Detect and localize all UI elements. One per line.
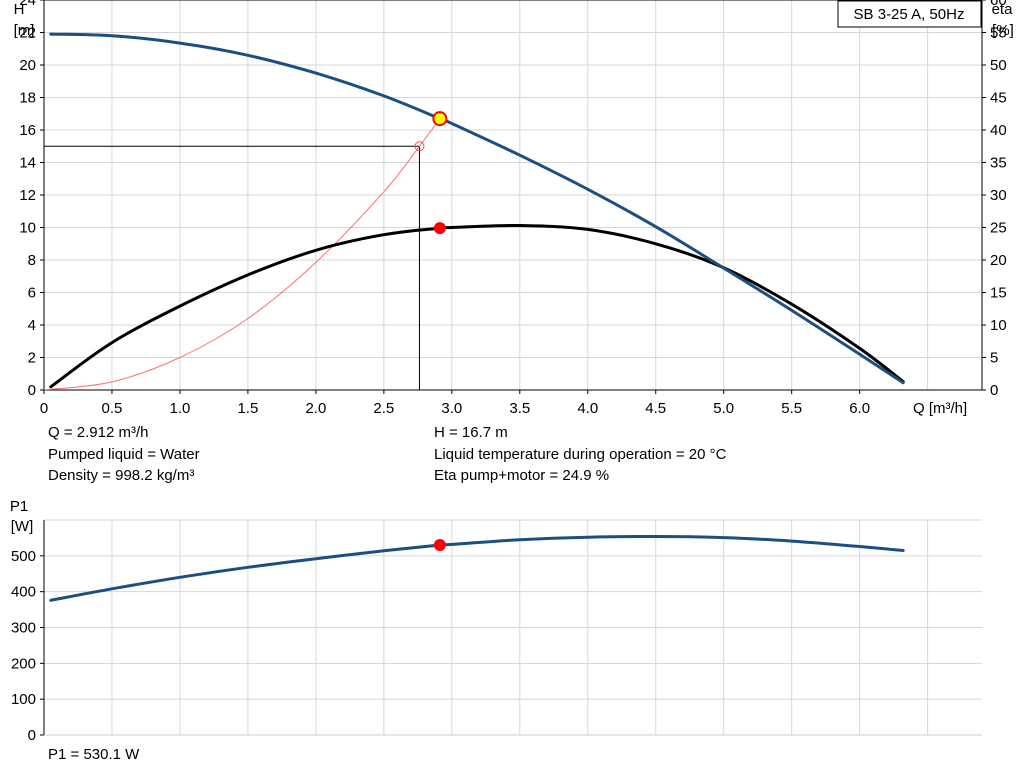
y2-axis-label-line1: eta: [992, 1, 1014, 18]
info-q: Q = 2.912 m³/h: [48, 424, 149, 441]
top-series: [44, 32, 905, 390]
p1-tick-label: 100: [11, 691, 36, 708]
eta-curve-line: [49, 223, 905, 389]
x-tick-label: 5.5: [781, 400, 802, 417]
bottom-series: [49, 534, 905, 602]
bottom-grid: [43, 519, 982, 736]
y2-tick-label: 40: [990, 122, 1007, 139]
info-temperature: Liquid temperature during operation = 20…: [434, 446, 727, 463]
y-tick-label: 22: [19, 25, 36, 42]
y-tick-label: 0: [28, 382, 36, 399]
y2-tick-label: 55: [990, 25, 1007, 42]
y2-tick-label: 25: [990, 220, 1007, 237]
guide-lines: [44, 145, 420, 390]
top-tick-labels: 0246810121416182022240510152025303540455…: [19, 0, 1007, 417]
y-tick-label: 6: [28, 285, 36, 302]
head-duty-point: [432, 111, 448, 127]
p1-tick-label: 500: [11, 548, 36, 565]
chart-title: SB 3-25 A, 50Hz: [854, 6, 965, 23]
y-tick-label: 18: [19, 90, 36, 107]
y2-tick-label: 45: [990, 90, 1007, 107]
x-tick-label: 2.5: [373, 400, 394, 417]
y-tick-label: 12: [19, 187, 36, 204]
info-h: H = 16.7 m: [434, 424, 508, 441]
y2-tick-label: 10: [990, 317, 1007, 334]
system-curve-line: [44, 118, 441, 390]
y-tick-label: 20: [19, 57, 36, 74]
info-p1: P1 = 530.1 W: [48, 746, 140, 763]
bottom-markers: [433, 539, 446, 552]
p1-axis-label-line1: P1: [10, 498, 28, 515]
x-axis-label: Q [m³/h]: [913, 400, 967, 417]
x-tick-label: 4.0: [577, 400, 598, 417]
y2-tick-label: 20: [990, 252, 1007, 269]
top-grid: [43, 0, 982, 391]
y-tick-label: 14: [19, 155, 36, 172]
x-tick-label: 1.0: [170, 400, 191, 417]
x-tick-label: 0.5: [102, 400, 123, 417]
y-tick-label: 24: [19, 0, 36, 9]
x-tick-label: 4.5: [645, 400, 666, 417]
p1-tick-label: 400: [11, 584, 36, 601]
y2-tick-label: 50: [990, 57, 1007, 74]
guide-point-marker: [414, 141, 425, 152]
x-tick-label: 3.0: [441, 400, 462, 417]
top-markers: [414, 111, 448, 235]
y-axis-label-line2: [m]: [14, 22, 35, 39]
x-tick-label: 1.5: [237, 400, 258, 417]
p1-tick-label: 200: [11, 655, 36, 672]
info-liquid: Pumped liquid = Water: [48, 446, 200, 463]
info-density: Density = 998.2 kg/m³: [48, 467, 195, 484]
title-box: [837, 0, 982, 28]
p1-tick-label: 0: [28, 727, 36, 744]
x-tick-label: 0: [40, 400, 48, 417]
y-axis-label-line1: H: [14, 1, 25, 18]
y2-axis-label-line2: [%]: [992, 22, 1014, 39]
eta-duty-point: [433, 222, 446, 235]
x-tick-label: 2.0: [305, 400, 326, 417]
head-curve-line: [49, 32, 905, 385]
p1-axis-label-line2: [W]: [11, 518, 34, 535]
y2-tick-label: 35: [990, 155, 1007, 172]
y2-tick-label: 15: [990, 285, 1007, 302]
y-tick-label: 2: [28, 350, 36, 367]
x-tick-label: 5.0: [713, 400, 734, 417]
y-tick-label: 4: [28, 317, 36, 334]
y2-tick-label: 30: [990, 187, 1007, 204]
info-eta: Eta pump+motor = 24.9 %: [434, 467, 610, 484]
p1-curve-line: [49, 534, 905, 602]
y-tick-label: 16: [19, 122, 36, 139]
y2-tick-label: 0: [990, 382, 998, 399]
y2-tick-label: 60: [990, 0, 1007, 9]
y-tick-label: 8: [28, 252, 36, 269]
p1-duty-point: [433, 539, 446, 552]
bottom-tick-labels: 0 100 200 300 400 500: [11, 548, 44, 744]
y-tick-label: 10: [19, 220, 36, 237]
p1-tick-label: 300: [11, 620, 36, 637]
y2-tick-label: 5: [990, 350, 998, 367]
x-tick-label: 6.0: [849, 400, 870, 417]
x-tick-label: 3.5: [509, 400, 530, 417]
